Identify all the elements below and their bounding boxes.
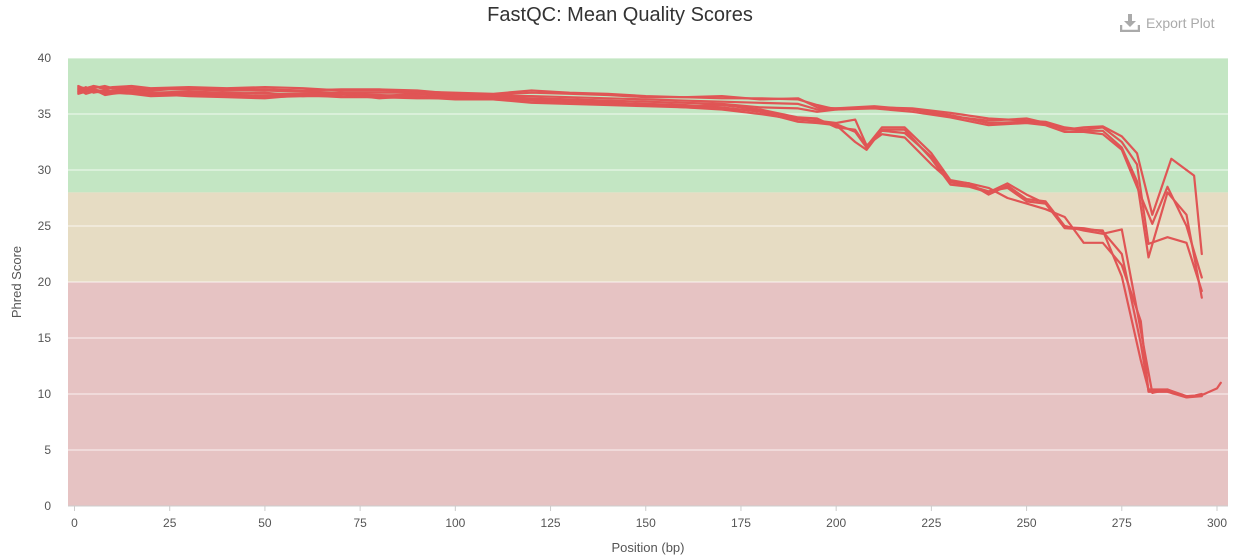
x-tick-label: 150 <box>636 516 656 530</box>
chart-title: FastQC: Mean Quality Scores <box>487 4 753 26</box>
y-tick-label: 0 <box>44 499 51 513</box>
y-tick-label: 30 <box>38 163 52 177</box>
x-tick-label: 50 <box>258 516 272 530</box>
quality-band-1 <box>68 192 1228 282</box>
x-tick-label: 25 <box>163 516 177 530</box>
y-tick-label: 5 <box>44 443 51 457</box>
y-axis: 0 5 10 15 20 25 30 35 40 <box>38 51 52 513</box>
x-tick-label: 125 <box>541 516 561 530</box>
x-tick-label: 275 <box>1112 516 1132 530</box>
x-axis-title: Position (bp) <box>612 540 685 555</box>
y-axis-title: Phred Score <box>9 246 24 318</box>
x-tick-label: 300 <box>1207 516 1227 530</box>
x-tick-label: 175 <box>731 516 751 530</box>
y-tick-label: 35 <box>38 107 52 121</box>
y-tick-label: 10 <box>38 387 52 401</box>
x-axis: 0 25 50 75 100 125 150 175 200 225 250 275 300 <box>68 505 1228 530</box>
x-tick-label: 100 <box>445 516 465 530</box>
x-tick-label: 225 <box>921 516 941 530</box>
download-icon <box>1120 14 1140 32</box>
x-tick-label: 250 <box>1017 516 1037 530</box>
y-tick-label: 15 <box>38 331 52 345</box>
export-plot-label: Export Plot <box>1146 15 1215 31</box>
y-tick-label: 40 <box>38 51 52 65</box>
x-tick-label: 0 <box>71 516 78 530</box>
series-lines <box>77 84 1222 399</box>
series-line-2[interactable] <box>77 86 1222 398</box>
y-tick-label: 25 <box>38 219 52 233</box>
x-tick-label: 200 <box>826 516 846 530</box>
y-tick-label: 20 <box>38 275 52 289</box>
series-line-8[interactable] <box>77 89 1203 398</box>
series-line-6[interactable] <box>77 84 1203 299</box>
x-tick-label: 75 <box>353 516 367 530</box>
export-plot-button[interactable]: Export Plot <box>1120 12 1214 34</box>
series-line-7[interactable] <box>77 88 1203 279</box>
